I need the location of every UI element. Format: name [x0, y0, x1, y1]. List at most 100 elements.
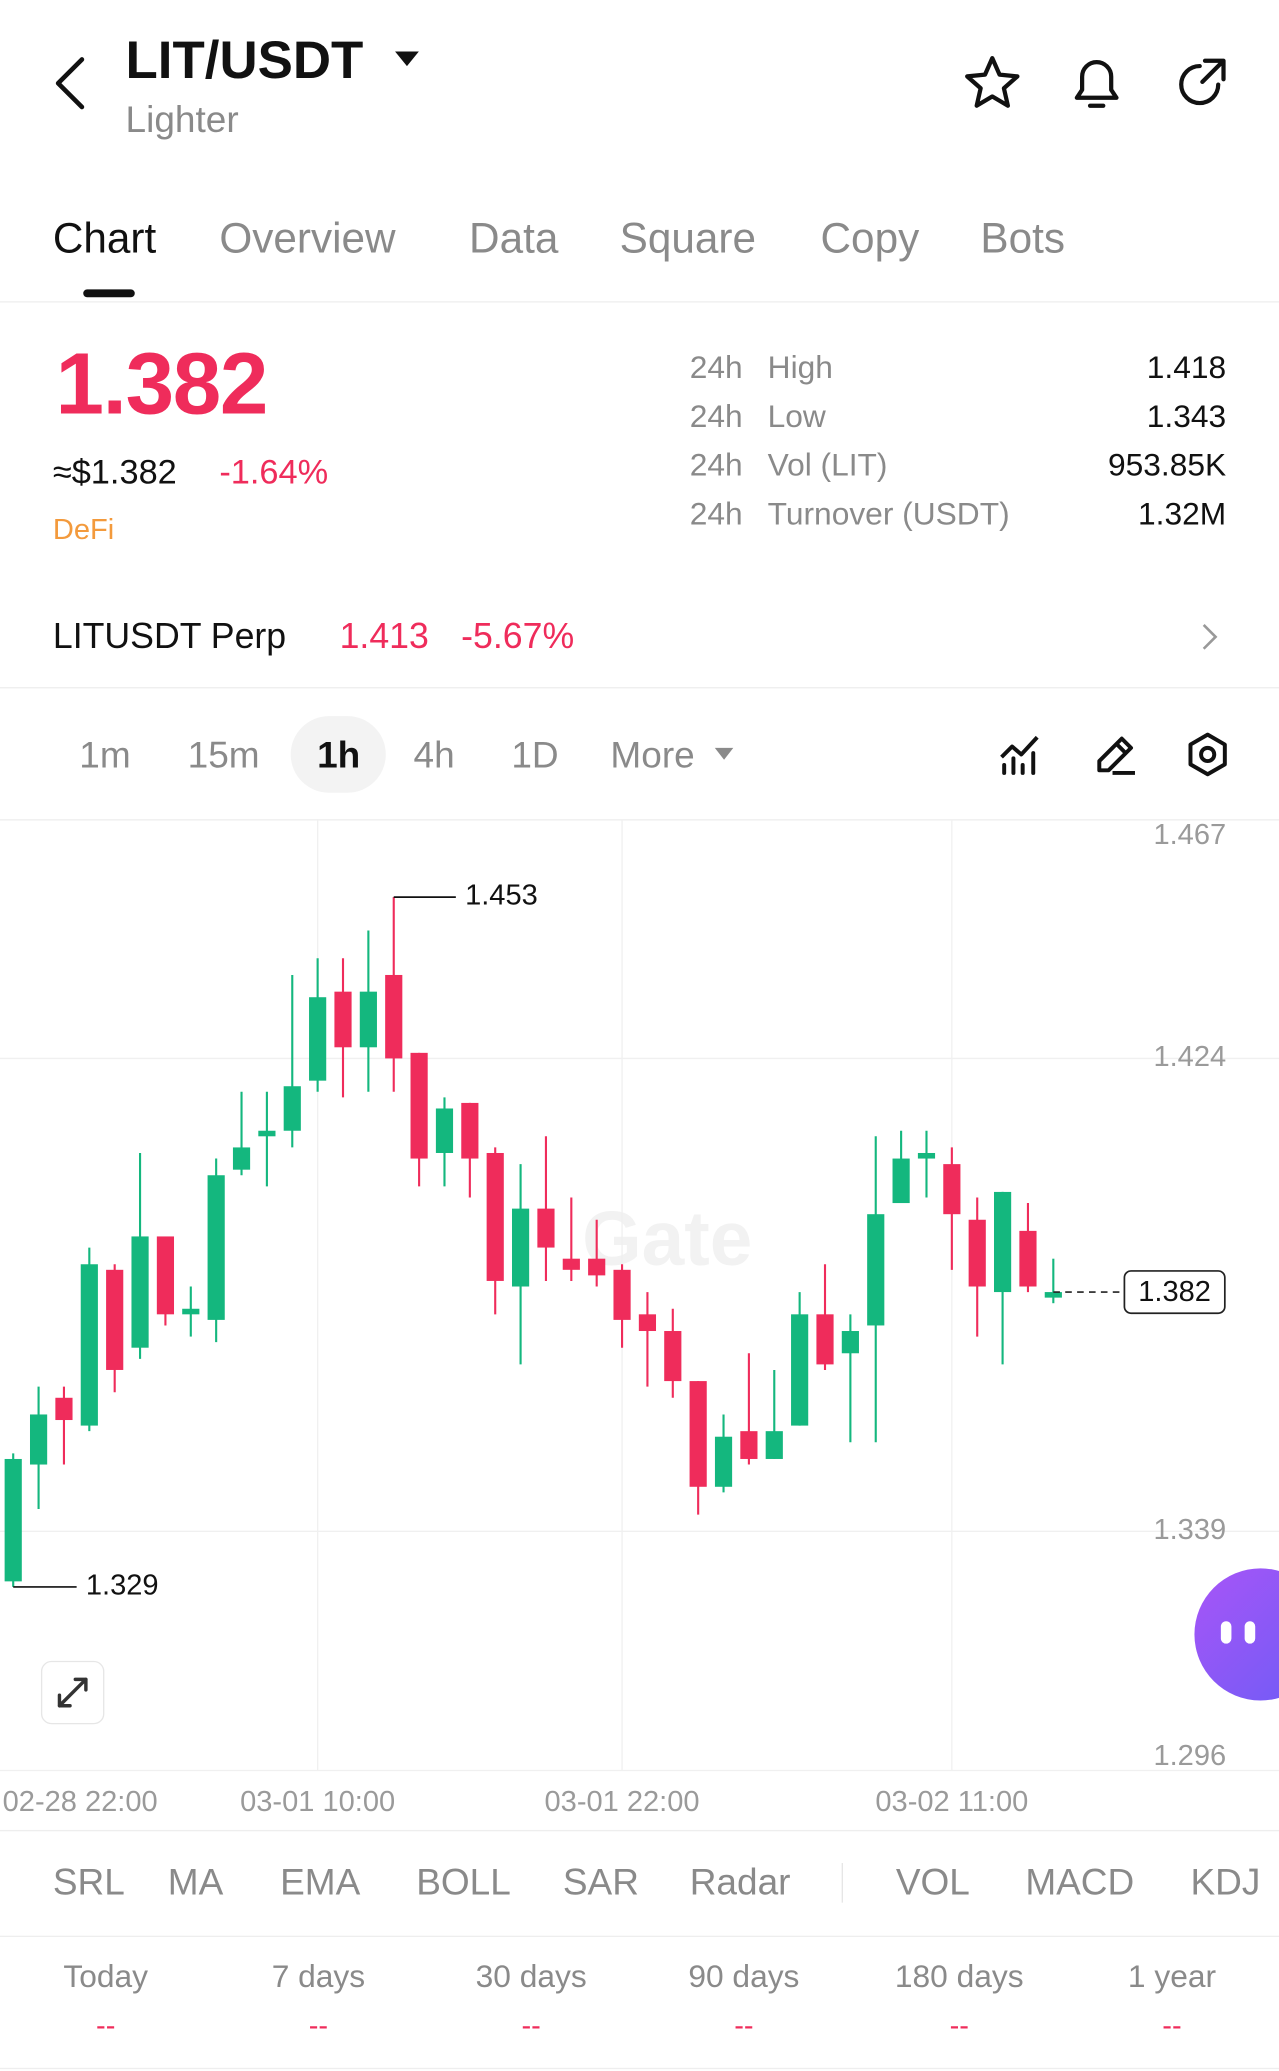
x-tick-label: 03-01 22:00	[545, 1786, 700, 1818]
candle-body	[791, 1314, 809, 1426]
back-button[interactable]	[50, 55, 90, 110]
candle-body	[106, 1269, 124, 1370]
candle-body	[867, 1214, 885, 1326]
candle-body	[55, 1397, 73, 1421]
candle	[410, 1052, 428, 1187]
candle-body	[613, 1269, 631, 1320]
candle-body	[4, 1458, 22, 1582]
divider	[0, 819, 1279, 821]
stat-label: High	[767, 350, 833, 386]
candle	[258, 1091, 276, 1187]
indicator[interactable]: SAR	[562, 1861, 639, 1903]
candle	[867, 1136, 885, 1443]
perp-change: -5.67%	[461, 616, 575, 657]
interval[interactable]: 1D	[511, 734, 559, 776]
divider	[0, 687, 1279, 689]
candle	[638, 1292, 657, 1387]
candlestick-chart[interactable]: Gate 1.467 1.424 1.339 1.296 02-28 22:00 03-01…	[0, 819, 1279, 1830]
candle	[968, 1197, 986, 1337]
candle	[207, 1158, 225, 1343]
candle	[714, 1414, 733, 1493]
interval[interactable]: 4h	[413, 734, 455, 776]
indicator[interactable]: MACD	[1025, 1861, 1135, 1903]
candle	[232, 1091, 251, 1176]
more-caret[interactable]	[708, 745, 740, 763]
tab[interactable]: Chart	[52, 214, 157, 262]
x-tick-label: 03-02 11:00	[875, 1786, 1028, 1818]
interval[interactable]: 15m	[187, 734, 260, 776]
pair-name: Lighter	[125, 99, 239, 141]
candle-body	[765, 1431, 783, 1459]
sector-tag[interactable]: DeFi	[52, 512, 115, 546]
perp-chevron[interactable]	[1200, 621, 1221, 653]
last-price: 1.382	[55, 334, 268, 433]
candle-body	[435, 1108, 454, 1153]
divider	[0, 2067, 1279, 2070]
period-value: --	[734, 2008, 754, 2042]
settings-icon[interactable]	[1184, 731, 1232, 779]
assistant-bubble[interactable]	[1194, 1568, 1279, 1701]
indicator[interactable]: SRL	[52, 1861, 125, 1903]
tab[interactable]: Square	[619, 214, 757, 262]
indicator[interactable]: Radar	[689, 1861, 791, 1903]
candle	[765, 1369, 783, 1459]
interval[interactable]: More	[610, 734, 695, 776]
tab[interactable]: Overview	[219, 214, 396, 262]
stat-prefix: 24h	[689, 350, 743, 386]
interval[interactable]: 1h	[317, 734, 361, 776]
last-price-label: 1.382	[1138, 1276, 1211, 1308]
candle	[4, 1453, 22, 1587]
indicator-separator	[841, 1863, 843, 1903]
indicator-icon[interactable]	[996, 731, 1044, 779]
favorite-icon[interactable]	[962, 53, 1023, 114]
period-label: 1 year	[1127, 1959, 1217, 1996]
interval-highlight	[290, 716, 386, 793]
candle-body	[334, 991, 352, 1048]
candle-body	[968, 1219, 986, 1287]
tab[interactable]: Copy	[820, 214, 920, 262]
perp-name[interactable]: LITUSDT Perp	[52, 616, 287, 657]
candle	[689, 1381, 707, 1515]
tab-indicator	[83, 289, 135, 298]
candle	[156, 1236, 175, 1326]
fullscreen-button[interactable]	[40, 1660, 105, 1725]
candle	[664, 1308, 682, 1398]
tab[interactable]: Data	[469, 214, 559, 262]
candle	[892, 1130, 910, 1204]
pair-caret[interactable]	[394, 50, 420, 68]
candle-body	[359, 991, 377, 1048]
candle-body	[1044, 1292, 1062, 1298]
indicator[interactable]: VOL	[895, 1861, 970, 1903]
period-value: --	[308, 2008, 329, 2042]
stat-prefix: 24h	[689, 447, 743, 484]
alert-icon[interactable]	[1066, 53, 1127, 114]
candle	[435, 1097, 454, 1187]
indicator[interactable]: BOLL	[416, 1861, 511, 1903]
candle-body	[664, 1331, 682, 1382]
stat-prefix: 24h	[689, 496, 743, 533]
indicator[interactable]: KDJ	[1190, 1861, 1261, 1903]
usd-price: ≈$1.382	[52, 451, 177, 492]
pair-title[interactable]: LIT/USDT	[125, 31, 364, 90]
tab[interactable]: Bots	[980, 214, 1065, 262]
candle	[588, 1219, 606, 1287]
candle-body	[1019, 1230, 1037, 1287]
candle-body	[562, 1258, 580, 1270]
stat-value: 1.32M	[1138, 496, 1227, 533]
candle-body	[385, 974, 403, 1059]
share-icon[interactable]	[1171, 53, 1232, 114]
interval[interactable]: 1m	[79, 734, 131, 776]
candle	[1019, 1203, 1037, 1293]
indicator[interactable]: MA	[167, 1861, 224, 1903]
candle	[334, 958, 352, 1098]
candle-body	[917, 1152, 936, 1159]
draw-icon[interactable]	[1091, 731, 1139, 779]
indicator[interactable]: EMA	[280, 1861, 361, 1903]
candle-body	[816, 1314, 834, 1365]
stat-value: 953.85K	[1107, 447, 1227, 484]
watermark: Gate	[582, 1197, 752, 1282]
period-value: --	[96, 2008, 116, 2042]
x-tick-label: 03-01 10:00	[240, 1786, 395, 1818]
period-label: 30 days	[475, 1959, 587, 1996]
